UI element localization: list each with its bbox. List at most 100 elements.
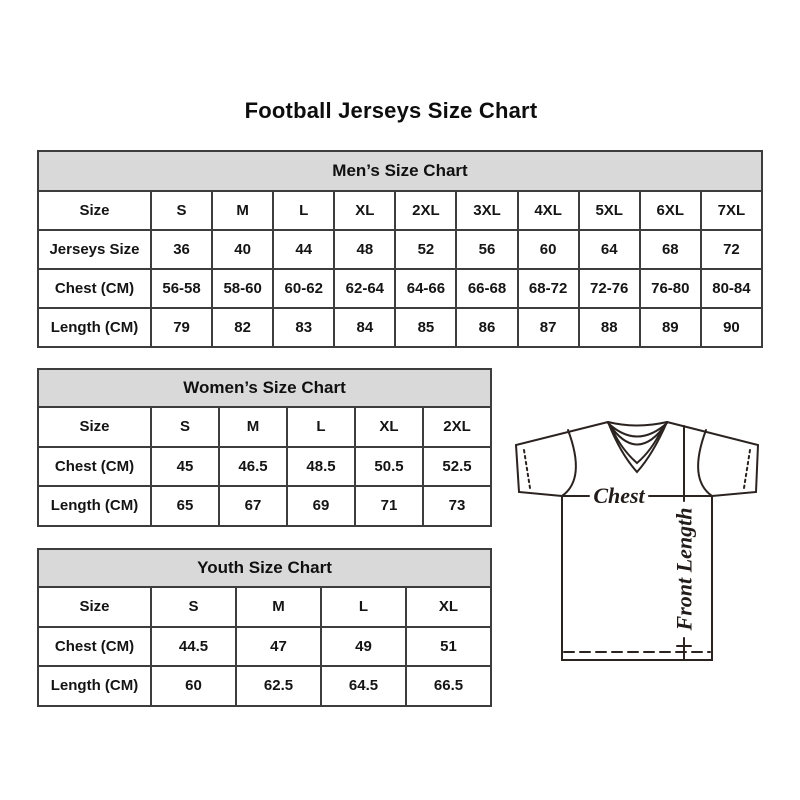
youth-cell-r0c1: S <box>150 586 237 628</box>
womens-table-row-0: Size S M L XL 2XL <box>37 406 492 448</box>
womens-cell-r1c4: 50.5 <box>354 445 424 487</box>
mens-cell-r2c7: 68-72 <box>516 268 580 309</box>
mens-cell-r0c4: XL <box>333 190 397 231</box>
youth-cell-r2c4: 66.5 <box>405 665 492 707</box>
youth-size-chart-table: Youth Size Chart Size S M L XL Chest (CM) 44.5 4… <box>37 548 492 707</box>
jersey-body-outline <box>561 495 713 661</box>
womens-cell-r1c0: Chest (CM) <box>37 445 152 487</box>
mens-cell-r2c8: 72-76 <box>577 268 641 309</box>
mens-cell-r3c5: 85 <box>394 307 458 348</box>
mens-cell-r1c9: 68 <box>638 229 702 270</box>
womens-cell-r2c4: 71 <box>354 485 424 527</box>
mens-cell-r2c1: 56-58 <box>149 268 214 309</box>
youth-cell-r1c1: 44.5 <box>150 625 237 667</box>
mens-cell-r3c4: 84 <box>333 307 397 348</box>
mens-table-row-1: Jerseys Size 36 40 44 48 52 56 60 64 68 72 <box>37 229 764 270</box>
mens-cell-r3c10: 90 <box>699 307 764 348</box>
mens-size-chart-table: Men’s Size Chart Size S M L XL 2XL 3XL 4XL 5XL 6XL… <box>37 150 764 348</box>
mens-cell-r2c10: 80-84 <box>699 268 764 309</box>
mens-cell-r2c5: 64-66 <box>394 268 458 309</box>
womens-cell-r2c3: 69 <box>286 485 356 527</box>
mens-cell-r1c8: 64 <box>577 229 641 270</box>
womens-cell-r2c5: 73 <box>422 485 492 527</box>
mens-cell-r0c6: 3XL <box>455 190 519 231</box>
mens-cell-r0c1: S <box>149 190 214 231</box>
mens-cell-r0c2: M <box>211 190 275 231</box>
youth-cell-r0c4: XL <box>405 586 492 628</box>
youth-cell-r2c1: 60 <box>150 665 237 707</box>
mens-cell-r3c8: 88 <box>577 307 641 348</box>
mens-cell-r0c10: 7XL <box>699 190 764 231</box>
mens-cell-r1c0: Jerseys Size <box>37 229 152 270</box>
mens-cell-r1c2: 40 <box>211 229 275 270</box>
womens-cell-r0c0: Size <box>37 406 152 448</box>
mens-cell-r3c3: 83 <box>272 307 336 348</box>
jersey-collar-top-edge <box>607 421 668 427</box>
youth-table-row-0: Size S M L XL <box>37 586 492 628</box>
youth-cell-r0c3: L <box>320 586 407 628</box>
mens-cell-r3c6: 86 <box>455 307 519 348</box>
womens-size-chart-table: Women’s Size Chart Size S M L XL 2XL Chest (CM)… <box>37 368 492 527</box>
jersey-right-armhole-seam <box>697 429 713 497</box>
womens-table-row-2: Length (CM) 65 67 69 71 73 <box>37 485 492 527</box>
youth-cell-r1c3: 49 <box>320 625 407 667</box>
youth-cell-r2c0: Length (CM) <box>37 665 152 707</box>
mens-cell-r0c5: 2XL <box>394 190 458 231</box>
mens-cell-r3c7: 87 <box>516 307 580 348</box>
jersey-left-armhole-seam <box>561 429 577 497</box>
mens-cell-r3c1: 79 <box>149 307 214 348</box>
womens-cell-r1c3: 48.5 <box>286 445 356 487</box>
youth-table-title: Youth Size Chart <box>37 548 492 588</box>
mens-table-row-3: Length (CM) 79 82 83 84 85 86 87 88 89 90 <box>37 307 764 348</box>
womens-cell-r0c3: L <box>286 406 356 448</box>
womens-cell-r2c0: Length (CM) <box>37 485 152 527</box>
page-title: Football Jerseys Size Chart <box>244 98 538 123</box>
jersey-collar-band-curve-1 <box>607 422 668 438</box>
womens-cell-r0c2: M <box>218 406 288 448</box>
mens-cell-r1c10: 72 <box>699 229 764 270</box>
womens-table-row-1: Chest (CM) 45 46.5 48.5 50.5 52.5 <box>37 445 492 487</box>
youth-cell-r1c4: 51 <box>405 625 492 667</box>
womens-cell-r2c2: 67 <box>218 485 288 527</box>
jersey-measurement-diagram: Chest Front Length <box>500 412 770 668</box>
mens-cell-r2c0: Chest (CM) <box>37 268 152 309</box>
jersey-vneck-inner <box>611 428 663 465</box>
mens-cell-r3c9: 89 <box>638 307 702 348</box>
mens-cell-r1c6: 56 <box>455 229 519 270</box>
jersey-vneck-outer <box>607 421 668 474</box>
youth-table-row-2: Length (CM) 60 62.5 64.5 66.5 <box>37 665 492 707</box>
mens-cell-r3c0: Length (CM) <box>37 307 152 348</box>
womens-cell-r0c4: XL <box>354 406 424 448</box>
mens-cell-r0c9: 6XL <box>638 190 702 231</box>
mens-table-title: Men’s Size Chart <box>37 150 763 192</box>
mens-table-row-2: Chest (CM) 56-58 58-60 60-62 62-64 64-66 66-68… <box>37 268 764 309</box>
mens-table-row-0: Size S M L XL 2XL 3XL 4XL 5XL 6XL 7XL <box>37 190 764 231</box>
mens-cell-r0c7: 4XL <box>516 190 580 231</box>
womens-cell-r1c5: 52.5 <box>422 445 492 487</box>
mens-cell-r1c4: 48 <box>333 229 397 270</box>
womens-cell-r2c1: 65 <box>150 485 220 527</box>
jersey-left-sleeve <box>514 421 609 497</box>
mens-cell-r1c5: 52 <box>394 229 458 270</box>
mens-cell-r0c0: Size <box>37 190 152 231</box>
womens-cell-r0c1: S <box>150 406 220 448</box>
jersey-left-cuff-dotted-line <box>523 449 531 489</box>
chest-label: Chest <box>593 483 645 508</box>
mens-cell-r1c1: 36 <box>149 229 214 270</box>
mens-cell-r1c7: 60 <box>516 229 580 270</box>
mens-cell-r2c2: 58-60 <box>211 268 275 309</box>
youth-cell-r0c0: Size <box>37 586 152 628</box>
mens-cell-r2c3: 60-62 <box>272 268 336 309</box>
mens-cell-r2c4: 62-64 <box>333 268 397 309</box>
youth-cell-r2c3: 64.5 <box>320 665 407 707</box>
youth-table-row-1: Chest (CM) 44.5 47 49 51 <box>37 625 492 667</box>
womens-table-title: Women’s Size Chart <box>37 368 492 408</box>
youth-cell-r0c2: M <box>235 586 322 628</box>
youth-cell-r2c2: 62.5 <box>235 665 322 707</box>
mens-cell-r1c3: 44 <box>272 229 336 270</box>
mens-cell-r0c3: L <box>272 190 336 231</box>
mens-cell-r0c8: 5XL <box>577 190 641 231</box>
youth-cell-r1c2: 47 <box>235 625 322 667</box>
womens-cell-r0c5: 2XL <box>422 406 492 448</box>
mens-cell-r3c2: 82 <box>211 307 275 348</box>
